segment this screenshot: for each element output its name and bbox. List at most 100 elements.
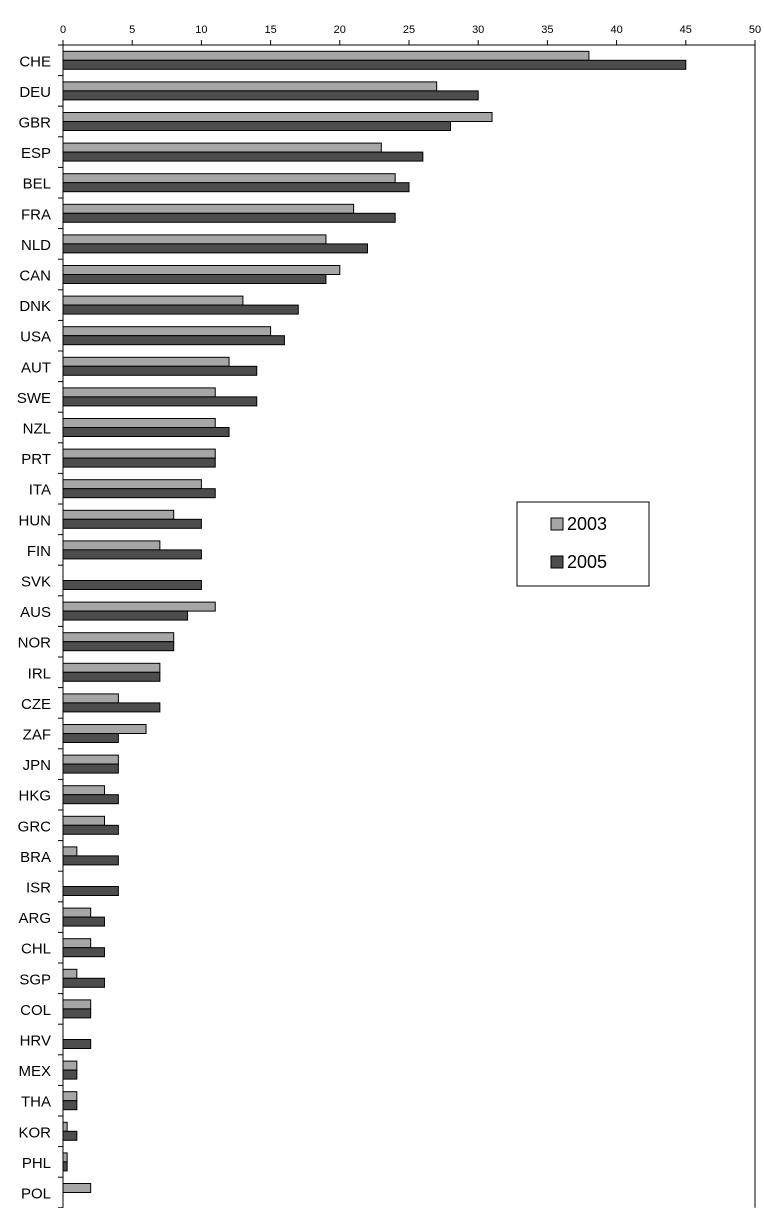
- legend-box: [516, 501, 650, 587]
- category-label: HRV: [20, 1033, 51, 1050]
- bar-2005-hrv: [62, 1039, 92, 1049]
- bar-2003-nor: [62, 632, 175, 643]
- bar-2005-fin: [62, 549, 202, 560]
- category-label: THA: [21, 1094, 51, 1111]
- bar-2005-aut: [62, 365, 258, 376]
- bar-2003-nld: [62, 234, 327, 245]
- category-label: ZAF: [23, 727, 51, 744]
- bar-2005-cze: [62, 702, 161, 713]
- category-label: CZE: [21, 696, 51, 713]
- category-label: GBR: [18, 115, 51, 132]
- category-labels: CHE DEU GBR ESP BEL FRA NLD CAN DNK USA AUT SWE NZL P…: [17, 53, 51, 1202]
- x-tick-label: 10: [195, 24, 207, 36]
- bar-2005-col: [62, 1008, 92, 1019]
- category-label: FRA: [21, 206, 51, 223]
- x-tick-label: 5: [129, 24, 135, 36]
- bar-2003-usa: [62, 326, 272, 337]
- bar-2005-fra: [62, 212, 396, 223]
- bar-2003-irl: [62, 662, 161, 673]
- bar-2005-zaf: [62, 733, 119, 743]
- bar-2003-fin: [62, 540, 161, 551]
- category-label: IRL: [28, 665, 51, 682]
- bar-2003-hkg: [62, 785, 106, 796]
- category-label: HUN: [19, 512, 52, 529]
- bar-2003-col: [62, 999, 92, 1010]
- bar-2003-prt: [62, 448, 216, 459]
- bar-2005-dnk: [62, 304, 299, 315]
- legend-swatch: [550, 517, 564, 531]
- bar-2003-bra: [62, 846, 78, 857]
- bar-2005-ita: [62, 488, 216, 499]
- bar-2003-aut: [62, 356, 230, 367]
- bar-2005-che: [62, 59, 687, 70]
- category-label: BEL: [23, 176, 51, 193]
- bar-2003-dnk: [62, 295, 244, 306]
- category-label: SWE: [17, 390, 51, 407]
- x-tick-label: 15: [264, 24, 276, 36]
- bar-2005-arg: [62, 916, 106, 927]
- bar-2005-prt: [62, 457, 216, 468]
- bar-2003-tha: [62, 1091, 78, 1102]
- bar-2005-svk: [62, 580, 202, 590]
- category-label: NLD: [21, 237, 51, 254]
- bar-2003-che: [62, 50, 590, 61]
- x-tick-label: 30: [472, 24, 484, 36]
- bars-layer: [62, 50, 687, 1193]
- category-label: CAN: [19, 268, 51, 285]
- x-tick-label: 40: [610, 24, 622, 36]
- bar-2003-grc: [62, 815, 106, 826]
- category-label: HKG: [18, 788, 51, 805]
- bar-2005-phl: [62, 1161, 68, 1172]
- bar-2005-kor: [62, 1130, 78, 1141]
- bar-2003-zaf: [62, 724, 147, 734]
- category-label: BRA: [20, 849, 51, 866]
- category-label: CHE: [19, 53, 51, 70]
- bar-2003-swe: [62, 387, 216, 398]
- category-label: ESP: [21, 145, 51, 162]
- legend-label: 2003: [567, 514, 607, 534]
- category-label: USA: [20, 329, 51, 346]
- category-label: FIN: [27, 543, 51, 560]
- bar-2005-chl: [62, 947, 106, 958]
- bar-2003-nzl: [62, 418, 216, 428]
- bar-2003-chl: [62, 938, 92, 949]
- category-label: JPN: [23, 757, 51, 774]
- bar-2005-bel: [62, 182, 410, 193]
- bar-2003-fra: [62, 203, 355, 214]
- x-tick-label: 50: [749, 24, 761, 36]
- category-label: PHL: [22, 1155, 51, 1172]
- x-tick-label: 20: [334, 24, 346, 36]
- x-tick-label: 45: [680, 24, 692, 36]
- bar-2003-jpn: [62, 754, 119, 765]
- bar-2005-tha: [62, 1100, 78, 1111]
- bar-2003-bel: [62, 173, 396, 184]
- bar-2003-mex: [62, 1060, 78, 1071]
- bar-2003-hun: [62, 509, 175, 520]
- category-label: AUT: [21, 359, 51, 376]
- category-label: GRC: [18, 818, 52, 835]
- bar-2005-nor: [62, 641, 175, 652]
- bar-2003-gbr: [62, 112, 493, 122]
- bar-2003-pol: [62, 1183, 92, 1193]
- category-label: CHL: [21, 941, 51, 958]
- legend-swatch: [550, 555, 564, 569]
- bar-2005-hkg: [62, 794, 119, 805]
- bar-2005-jpn: [62, 763, 119, 774]
- category-label: SVK: [21, 574, 51, 591]
- bar-2005-deu: [62, 90, 479, 101]
- bar-2003-ita: [62, 479, 202, 490]
- bar-2003-aus: [62, 601, 216, 612]
- bar-2005-esp: [62, 151, 424, 162]
- bar-2005-usa: [62, 335, 285, 346]
- bar-2003-phl: [62, 1152, 68, 1163]
- category-label: SGP: [19, 971, 51, 988]
- category-label: COL: [20, 1002, 51, 1019]
- legend: 2003 2005: [516, 501, 650, 587]
- bar-2003-sgp: [62, 968, 78, 979]
- bar-2005-irl: [62, 671, 161, 682]
- bar-2003-cze: [62, 693, 119, 704]
- bar-2005-aus: [62, 610, 189, 621]
- bar-2005-can: [62, 274, 327, 284]
- category-label: ISR: [26, 880, 51, 897]
